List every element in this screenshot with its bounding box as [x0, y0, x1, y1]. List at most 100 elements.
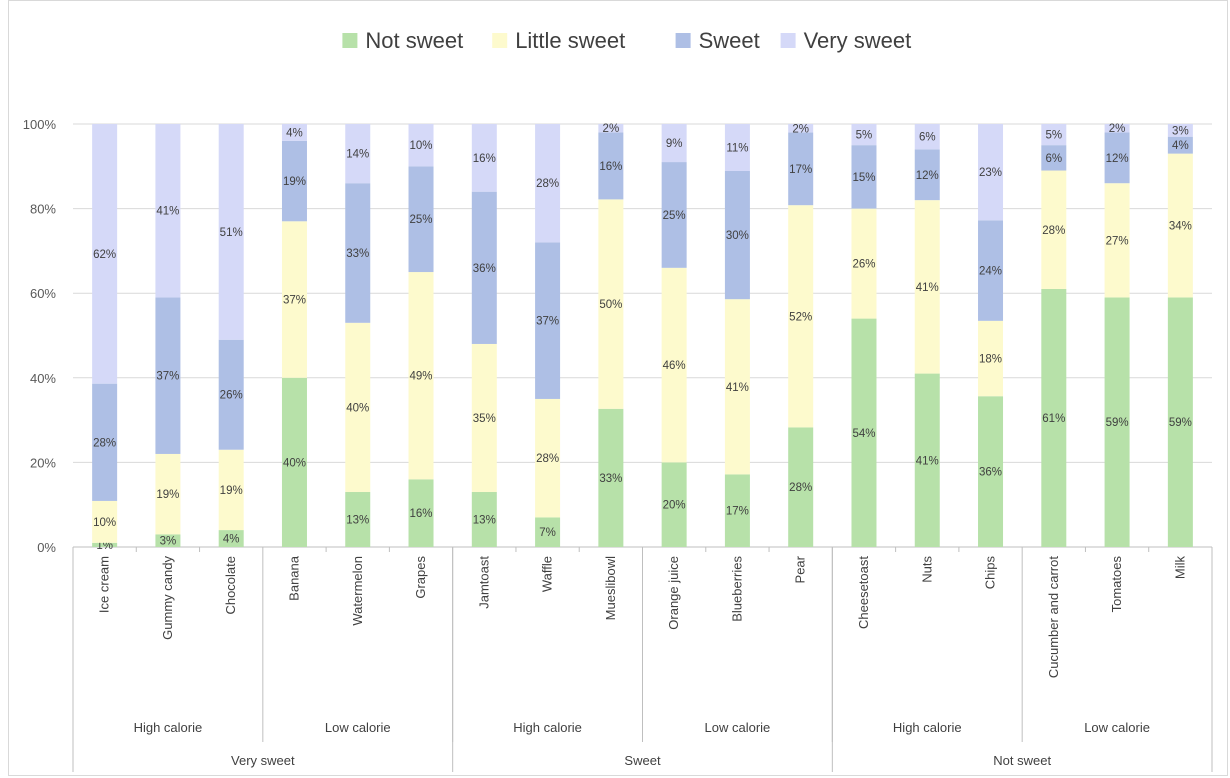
data-label: 10% — [410, 140, 433, 152]
data-label: 41% — [726, 382, 749, 394]
legend-swatch — [780, 33, 796, 48]
bar-segment — [408, 272, 434, 480]
y-tick-label: 0% — [37, 540, 56, 555]
category-label: Pear — [793, 555, 808, 583]
data-label: 20% — [663, 500, 686, 512]
bar-segment — [155, 297, 181, 454]
data-label: 2% — [603, 123, 620, 135]
group-label: Not sweet — [993, 753, 1051, 768]
bar-segment — [535, 242, 561, 399]
bar-segment — [661, 267, 687, 463]
bar-segment — [1167, 153, 1193, 298]
y-tick-label: 40% — [30, 371, 56, 386]
data-label: 28% — [789, 482, 812, 494]
data-label: 14% — [346, 149, 369, 161]
data-label: 28% — [536, 453, 559, 465]
data-label: 13% — [473, 515, 496, 527]
data-label: 36% — [979, 467, 1002, 479]
bar-segment — [914, 149, 940, 201]
bar-segment — [408, 479, 434, 547]
data-label: 4% — [286, 127, 303, 139]
bar-segment — [598, 132, 624, 200]
bar-segment — [1167, 297, 1193, 547]
bar-segment — [978, 124, 1004, 221]
data-label: 28% — [1042, 225, 1065, 237]
legend-label: Very sweet — [804, 28, 912, 53]
bar-segment — [345, 492, 371, 547]
data-label: 5% — [856, 130, 873, 142]
bar-segment — [1041, 124, 1067, 146]
bar-segment — [281, 124, 307, 141]
category-label: Chocolate — [223, 556, 238, 615]
bar-segment — [1167, 124, 1193, 137]
data-label: 49% — [410, 371, 433, 383]
data-label: 18% — [979, 354, 1002, 366]
bar-segment — [851, 145, 877, 209]
data-label: 51% — [220, 227, 243, 239]
data-label: 30% — [726, 230, 749, 242]
data-label: 23% — [979, 167, 1002, 179]
bar-segment — [471, 492, 497, 547]
bar-segment — [1041, 145, 1067, 171]
bar-segment — [218, 530, 244, 547]
category-label: Blueberries — [729, 556, 744, 622]
bar-segment — [281, 377, 307, 547]
group-label: Very sweet — [231, 753, 295, 768]
bar-segment — [92, 500, 118, 543]
data-label: 17% — [726, 506, 749, 518]
data-label: 6% — [1045, 153, 1062, 165]
legend-swatch — [492, 33, 508, 48]
bar-segment — [535, 398, 561, 518]
data-label: 19% — [156, 489, 179, 501]
bar-segment — [155, 534, 181, 547]
bar-segment — [724, 474, 750, 547]
category-label: Jamtoast — [476, 556, 491, 609]
subgroup-label: High calorie — [893, 720, 962, 735]
subgroup-label: High calorie — [134, 720, 203, 735]
bar-segment — [471, 191, 497, 344]
bar-segment — [914, 124, 940, 150]
bar-segment — [92, 542, 118, 547]
data-label: 15% — [852, 172, 875, 184]
bar-segment — [408, 166, 434, 273]
bar-segment — [92, 124, 118, 384]
data-label: 46% — [663, 360, 686, 372]
data-label: 62% — [93, 249, 116, 261]
y-tick-label: 100% — [23, 117, 57, 132]
category-label: Cheesetoast — [856, 556, 871, 629]
bar-segment — [408, 124, 434, 167]
bar-segment — [345, 124, 371, 184]
data-label: 37% — [156, 371, 179, 383]
category-label: Tomatoes — [1109, 556, 1124, 613]
bar-segment — [788, 205, 814, 428]
data-label: 10% — [93, 517, 116, 529]
data-label: 11% — [726, 143, 748, 155]
bar-segment — [281, 140, 307, 222]
data-label: 19% — [283, 176, 306, 188]
bar-segment — [345, 183, 371, 323]
bar-segment — [978, 320, 1004, 397]
subgroup-label: Low calorie — [325, 720, 391, 735]
category-label: Orange juice — [666, 556, 681, 630]
bar-segment — [281, 221, 307, 378]
bar-segment — [661, 162, 687, 268]
data-label: 35% — [473, 413, 496, 425]
data-label: 6% — [919, 132, 936, 144]
data-label: 4% — [1172, 140, 1189, 152]
data-label: 16% — [410, 508, 433, 520]
bar-segment — [851, 124, 877, 146]
data-label: 17% — [789, 164, 812, 176]
data-label: 54% — [852, 428, 875, 440]
legend-label: Little sweet — [515, 28, 625, 53]
bar-segment — [978, 220, 1004, 321]
bar-segment — [1041, 170, 1067, 289]
data-label: 33% — [346, 248, 369, 260]
bar-segment — [724, 299, 750, 475]
data-label: 50% — [599, 299, 622, 311]
group-label: Sweet — [624, 753, 661, 768]
bar-segment — [155, 124, 181, 298]
data-label: 27% — [1106, 235, 1129, 247]
data-label: 37% — [283, 295, 306, 307]
y-tick-label: 20% — [30, 455, 56, 470]
